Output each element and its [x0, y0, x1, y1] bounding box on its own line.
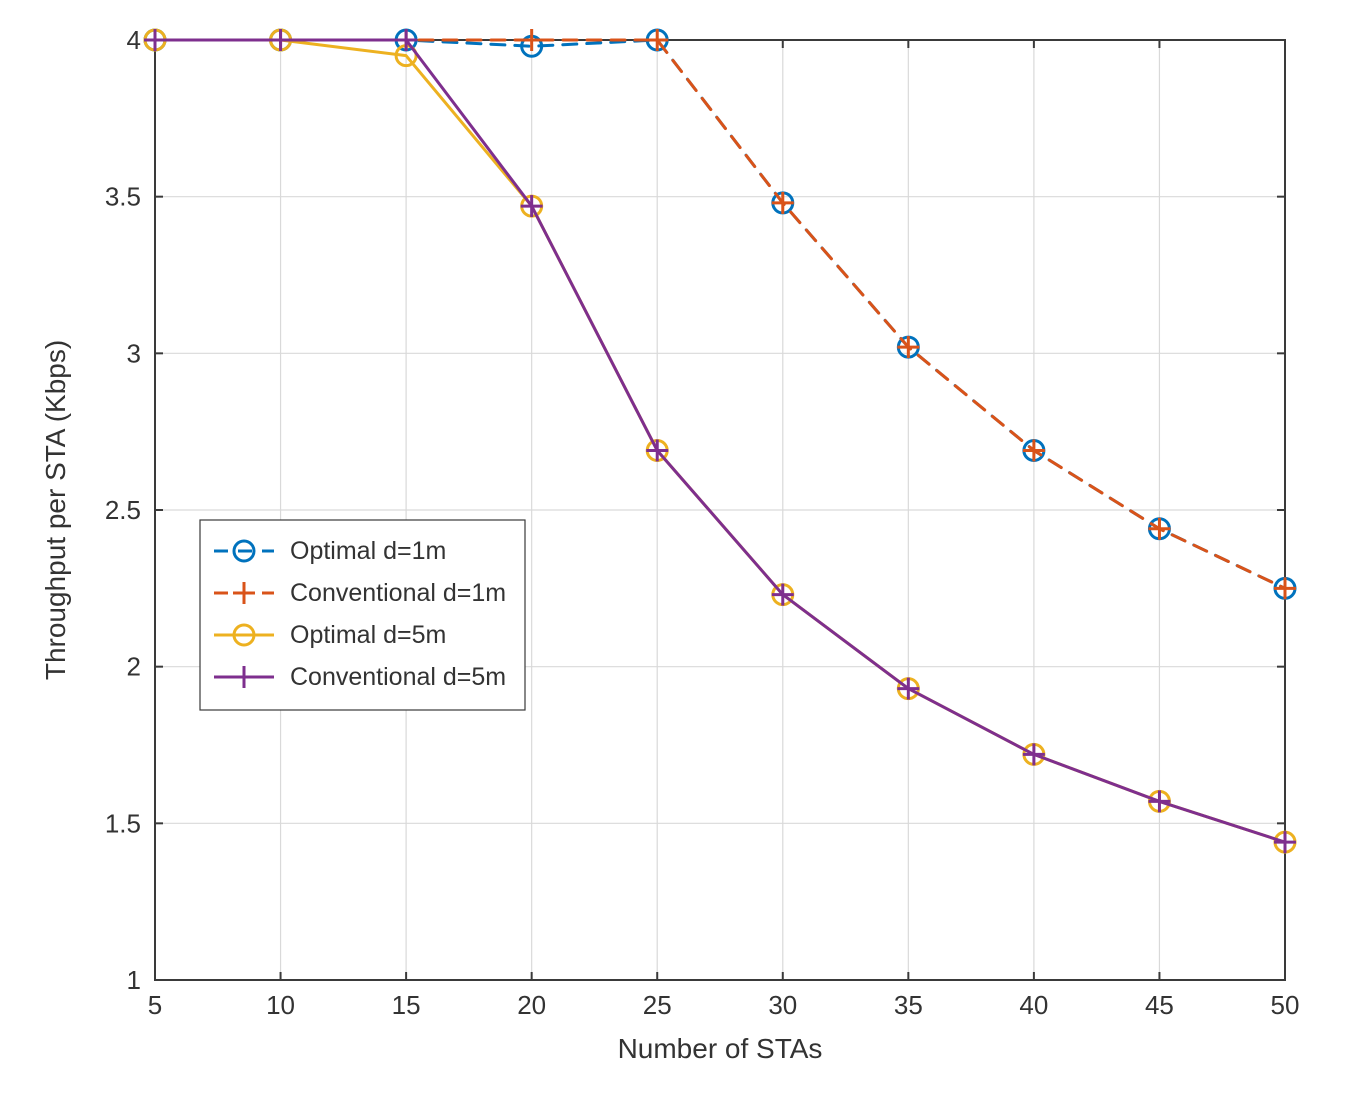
- x-axis-label: Number of STAs: [618, 1033, 823, 1064]
- xtick-label: 25: [643, 990, 672, 1020]
- legend: Optimal d=1m Conventional d=1m Optimal d=5…: [200, 520, 525, 710]
- chart-container: 5 10 15 20 25 30 35 40 45 50 1 1.5 2 2.5 3 3.5 4 Number o…: [0, 0, 1345, 1104]
- throughput-chart: 5 10 15 20 25 30 35 40 45 50 1 1.5 2 2.5 3 3.5 4 Number o…: [0, 0, 1345, 1104]
- y-axis-label: Throughput per STA (Kbps): [40, 340, 71, 680]
- legend-label: Optimal d=5m: [290, 621, 446, 649]
- ytick-label: 4: [127, 25, 141, 55]
- xtick-label: 10: [266, 990, 295, 1020]
- legend-label: Conventional d=5m: [290, 663, 506, 691]
- ytick-label: 1: [127, 965, 141, 995]
- xtick-label: 35: [894, 990, 923, 1020]
- xtick-label: 50: [1271, 990, 1300, 1020]
- xtick-label: 30: [768, 990, 797, 1020]
- ytick-label: 2: [127, 652, 141, 682]
- legend-label: Optimal d=1m: [290, 537, 446, 565]
- xtick-label: 5: [148, 990, 162, 1020]
- xtick-label: 15: [392, 990, 421, 1020]
- legend-label: Conventional d=1m: [290, 579, 506, 607]
- ytick-label: 3: [127, 338, 141, 368]
- xtick-label: 40: [1019, 990, 1048, 1020]
- ytick-label: 3.5: [105, 182, 141, 212]
- ytick-label: 2.5: [105, 495, 141, 525]
- xtick-label: 20: [517, 990, 546, 1020]
- xtick-label: 45: [1145, 990, 1174, 1020]
- ytick-label: 1.5: [105, 808, 141, 838]
